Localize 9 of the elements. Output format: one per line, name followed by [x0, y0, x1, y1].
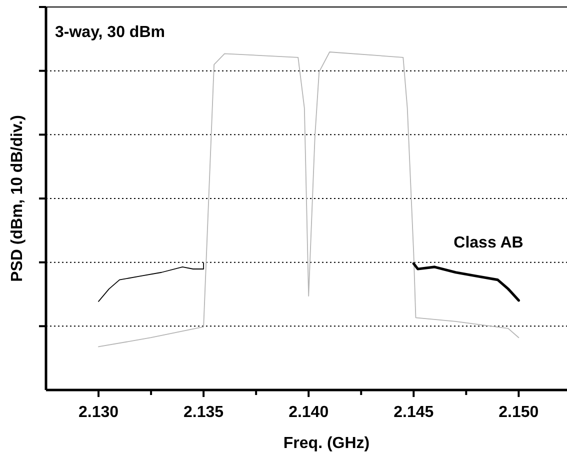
x-axis-title: Freq. (GHz): [283, 435, 370, 452]
x-tick-label: 2.140: [288, 404, 329, 421]
x-tick-label: 2.145: [394, 404, 434, 421]
series-label: Class AB: [454, 234, 524, 252]
text: 3-way, 30 dBm: [55, 24, 165, 41]
x-tick-label: 2.130: [78, 404, 119, 421]
x-tick-label: 2.135: [184, 404, 224, 421]
y-axis-title: PSD (dBm, 10 dB/div.): [9, 115, 26, 282]
x-tick-label: 2.150: [498, 404, 539, 421]
